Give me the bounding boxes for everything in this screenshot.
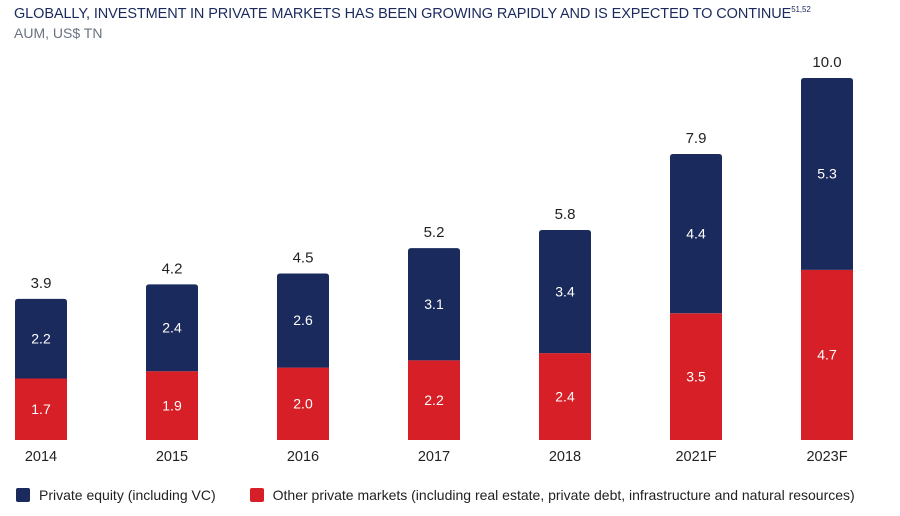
bar-segment-private_equity-2016 xyxy=(277,273,329,368)
bar-segment-private_equity-2017 xyxy=(408,248,460,361)
total-label-2023F: 10.0 xyxy=(812,54,841,71)
chart-subtitle: AUM, US$ TN xyxy=(14,25,103,41)
legend-swatch-private-equity xyxy=(16,488,30,502)
segment-label-private_equity-2023F: 5.3 xyxy=(817,166,837,182)
chart-title: GLOBALLY, INVESTMENT IN PRIVATE MARKETS … xyxy=(14,5,811,22)
total-label-2014: 3.9 xyxy=(31,275,52,292)
total-label-2018: 5.8 xyxy=(555,206,576,223)
category-label-2023F: 2023F xyxy=(806,449,847,465)
legend-item-private-equity: Private equity (including VC) xyxy=(16,487,216,503)
category-label-2015: 2015 xyxy=(156,449,188,465)
segment-label-other_private-2018: 2.4 xyxy=(555,388,575,404)
segment-label-private_equity-2021F: 4.4 xyxy=(686,225,706,241)
total-label-2017: 5.2 xyxy=(424,224,445,241)
segment-label-other_private-2021F: 3.5 xyxy=(686,368,706,384)
category-label-2018: 2018 xyxy=(549,449,581,465)
legend-swatch-other-private xyxy=(249,488,264,502)
legend-label-private-equity: Private equity (including VC) xyxy=(39,487,216,503)
segment-label-private_equity-2017: 3.1 xyxy=(424,296,444,312)
bar-segment-private_equity-2015 xyxy=(146,284,198,372)
segment-label-other_private-2015: 1.9 xyxy=(162,397,182,413)
chart-legend: Private equity (including VC) Other priv… xyxy=(16,487,889,503)
bar-segment-other_private-2017 xyxy=(408,360,460,440)
bar-segment-private_equity-2023F xyxy=(801,78,853,270)
segment-label-private_equity-2016: 2.6 xyxy=(293,312,313,328)
legend-label-other-private: Other private markets (including real es… xyxy=(272,487,855,503)
total-label-2016: 4.5 xyxy=(293,249,314,266)
bar-segment-other_private-2015 xyxy=(146,371,198,440)
segment-label-private_equity-2015: 2.4 xyxy=(162,319,182,335)
segment-label-other_private-2014: 1.7 xyxy=(31,401,51,417)
segment-label-private_equity-2014: 2.2 xyxy=(31,330,51,346)
total-label-2015: 4.2 xyxy=(162,260,183,277)
title-footnote: 51,52 xyxy=(791,5,811,14)
category-label-2017: 2017 xyxy=(418,449,450,465)
segment-label-other_private-2017: 2.2 xyxy=(424,392,444,408)
bar-segment-other_private-2023F xyxy=(801,269,853,440)
bar-segment-other_private-2018 xyxy=(539,353,591,440)
segment-label-private_equity-2018: 3.4 xyxy=(555,283,575,299)
category-label-2014: 2014 xyxy=(25,449,57,465)
segment-label-other_private-2023F: 4.7 xyxy=(817,347,837,363)
bar-segment-other_private-2014 xyxy=(15,378,67,440)
bar-segment-private_equity-2014 xyxy=(15,298,67,379)
bar-segment-private_equity-2021F xyxy=(670,154,722,314)
legend-item-other-private: Other private markets (including real es… xyxy=(249,487,855,503)
bar-segment-private_equity-2018 xyxy=(539,230,591,354)
total-label-2021F: 7.9 xyxy=(686,130,707,147)
category-label-2016: 2016 xyxy=(287,449,319,465)
segment-label-other_private-2016: 2.0 xyxy=(293,396,313,412)
category-label-2021F: 2021F xyxy=(675,449,716,465)
bar-segment-other_private-2021F xyxy=(670,313,722,440)
bar-segment-other_private-2016 xyxy=(277,367,329,440)
